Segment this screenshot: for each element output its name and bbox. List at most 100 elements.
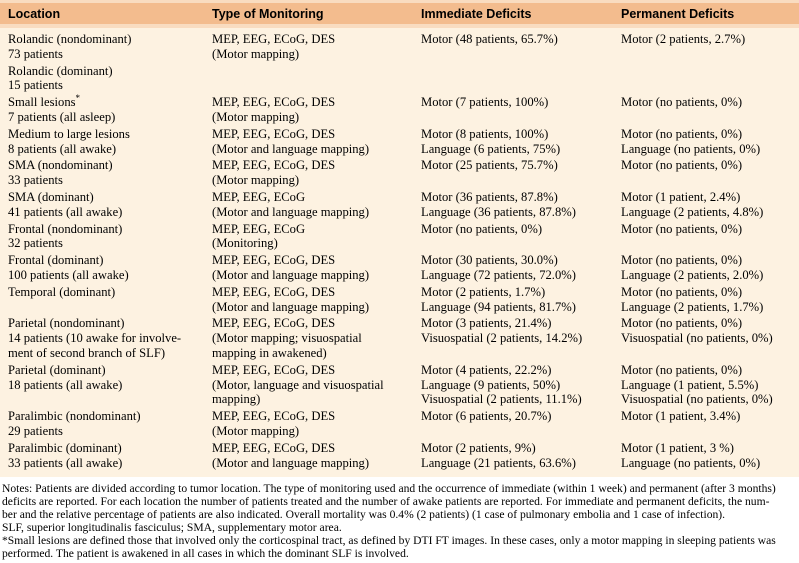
cell-location: Paralimbic (dominant) 33 patients (all aw…	[8, 441, 212, 471]
cell-line: (Motor and language mapping)	[212, 455, 370, 470]
cell-location: Frontal (nondominant) 32 patients	[8, 222, 212, 252]
column-header-immediate-deficits: Immediate Deficits	[421, 6, 532, 21]
cell-location: Rolandic (dominant) 15 patients	[8, 64, 212, 94]
cell-line: Motor (2 patients, 1.7%)	[421, 284, 546, 299]
cell-location: Frontal (dominant) 100 patients (all awak…	[8, 253, 212, 283]
cell-location: Temporal (dominant)	[8, 285, 212, 315]
cell-line: Language (21 patients, 63.6%)	[421, 455, 576, 470]
cell-line: Language (36 patients, 87.8%)	[421, 204, 576, 219]
cell-line: Motor (30 patients, 30.0%)	[421, 253, 558, 268]
cell-line: Language (2 patients, 4.8%)	[621, 204, 764, 219]
cell-line: MEP, EEG, ECoG, DES	[212, 362, 336, 377]
cell-immediate: Motor (30 patients, 30.0%) Language (72 p…	[421, 253, 621, 283]
cell-monitoring: MEP, EEG, ECoG, DES (Motor and language m…	[212, 285, 421, 315]
cell-line: Motor (1 patient, 3 %)	[621, 440, 734, 455]
cell-line: Language (2 patients, 1.7%)	[621, 299, 764, 314]
cell-line: Parietal (nondominant)	[8, 316, 125, 331]
cell-monitoring: MEP, EEG, ECoG, DES (Motor mapping)	[212, 158, 421, 188]
cell-line: (Motor mapping)	[212, 46, 300, 61]
cell-line: Motor (6 patients, 20.7%)	[421, 409, 552, 424]
cell-line: (Motor and language mapping)	[212, 204, 370, 219]
cell-location: Rolandic (nondominant) 73 patients	[8, 32, 212, 62]
cell-line: Visuospatial (2 patients, 11.1%)	[421, 392, 582, 407]
note-line: performed. The patient is awakened in al…	[2, 546, 409, 560]
cell-immediate: Motor (25 patients, 75.7%)	[421, 158, 621, 188]
cell-line: Motor (8 patients, 100%)	[421, 126, 549, 141]
cell-line: 29 patients	[8, 423, 63, 438]
cell-line: Language (9 patients, 50%)	[421, 377, 561, 392]
cell-immediate: Motor (8 patients, 100%) Language (6 pati…	[421, 127, 621, 157]
table-row: Paralimbic (nondominant) 29 patients MEP, …	[8, 409, 799, 439]
cell-line: Motor (48 patients, 65.7%)	[421, 32, 558, 46]
cell-line: SMA (nondominant)	[8, 158, 113, 173]
cell-immediate: Motor (6 patients, 20.7%)	[421, 409, 621, 439]
cell-line: 33 patients	[8, 173, 63, 188]
cell-monitoring: MEP, EEG, ECoG, DES (Motor and language m…	[212, 127, 421, 157]
cell-immediate: Motor (36 patients, 87.8%) Language (36 p…	[421, 190, 621, 220]
monitoring-table: Location Type of Monitoring Immediate De…	[0, 0, 799, 478]
cell-immediate	[421, 64, 621, 94]
note-line: *Small lesions are defined those that in…	[2, 533, 776, 547]
cell-line: SMA (dominant)	[8, 189, 94, 204]
cell-line: Paralimbic (dominant)	[8, 440, 122, 455]
cell-line: ment of second branch of SLF)	[8, 345, 166, 360]
cell-location: Small lesions* 7 patients (all asleep)	[8, 93, 212, 125]
table-row: Parietal (nondominant) 14 patients (10 aw…	[8, 316, 799, 360]
cell-line: Visuospatial (no patients, 0%)	[621, 331, 773, 346]
cell-line: 15 patients	[8, 78, 63, 93]
cell-line: Motor (no patients, 0%)	[621, 253, 743, 268]
cell-line: MEP, EEG, ECoG, DES	[212, 409, 336, 424]
cell-line: Paralimbic (nondominant)	[8, 409, 141, 424]
cell-monitoring	[212, 64, 421, 94]
cell-line: 100 patients (all awake)	[8, 267, 129, 282]
cell-line: (Motor mapping; visuospatial	[212, 331, 362, 346]
cell-permanent: Motor (no patients, 0%)	[621, 158, 799, 188]
cell-line: MEP, EEG, ECoG, DES	[212, 32, 336, 46]
cell-location: Paralimbic (nondominant) 29 patients	[8, 409, 212, 439]
table-body: Rolandic (nondominant) 73 patients MEP, EE…	[0, 28, 799, 478]
footnote-asterisk: *	[75, 93, 81, 103]
cell-permanent	[621, 64, 799, 94]
cell-line: Rolandic (dominant)	[8, 63, 113, 78]
cell-line: (Motor and language mapping)	[212, 141, 370, 156]
cell-line: 73 patients	[8, 46, 63, 61]
cell-monitoring: MEP, EEG, ECoG, DES (Motor and language m…	[212, 441, 421, 471]
column-header-location: Location	[8, 6, 61, 21]
cell-line: MEP, EEG, ECoG, DES	[212, 316, 336, 331]
cell-line: Visuospatial (2 patients, 14.2%)	[421, 331, 583, 346]
cell-line: MEP, EEG, ECoG, DES	[212, 158, 336, 173]
cell-line: Motor (2 patients, 9%)	[421, 440, 536, 455]
cell-line: mapping in awakened)	[212, 345, 327, 360]
cell-line: 7 patients (all asleep)	[8, 109, 116, 124]
cell-line: MEP, EEG, ECoG, DES	[212, 253, 336, 268]
cell-permanent: Motor (1 patient, 3 %) Language (no patie…	[621, 441, 799, 471]
cell-line: Motor (no patients, 0%)	[621, 126, 743, 141]
table-row: SMA (nondominant) 33 patients MEP, EEG, EC…	[8, 158, 799, 188]
cell-line: Motor (no patients, 0%)	[621, 158, 743, 173]
cell-immediate: Motor (3 patients, 21.4%) Visuospatial (2…	[421, 316, 621, 360]
table-row: Rolandic (nondominant) 73 patients MEP, EE…	[8, 32, 799, 62]
cell-line: Medium to large lesions	[8, 126, 130, 141]
cell-monitoring: MEP, EEG, ECoG, DES (Motor mapping)	[212, 32, 421, 62]
cell-line: 8 patients (all awake)	[8, 141, 117, 156]
cell-line: (Motor mapping)	[212, 173, 300, 188]
cell-line: MEP, EEG, ECoG	[212, 221, 306, 236]
cell-line: Parietal (dominant)	[8, 362, 106, 377]
cell-line: Rolandic (nondominant)	[8, 32, 132, 46]
note-line: ber and the relative percentage of patie…	[2, 508, 726, 522]
column-header-permanent-deficits: Permanent Deficits	[621, 6, 735, 21]
cell-line: (Motor and language mapping)	[212, 267, 370, 282]
cell-line: Language (no patients, 0%)	[621, 455, 761, 470]
cell-line: Language (1 patient, 5.5%)	[621, 377, 759, 392]
note-line: deficits are reported. For each location…	[2, 495, 770, 509]
table-header-row: Location Type of Monitoring Immediate De…	[0, 0, 799, 28]
cell-immediate: Motor (no patients, 0%)	[421, 222, 621, 252]
cell-location: Parietal (dominant) 18 patients (all awak…	[8, 363, 212, 407]
cell-location: Medium to large lesions 8 patients (all a…	[8, 127, 212, 157]
cell-location: SMA (dominant) 41 patients (all awake)	[8, 190, 212, 220]
cell-location: Parietal (nondominant) 14 patients (10 aw…	[8, 316, 212, 360]
cell-line: Motor (2 patients, 2.7%)	[621, 32, 746, 46]
cell-immediate: Motor (7 patients, 100%)	[421, 95, 621, 125]
cell-line: Language (2 patients, 2.0%)	[621, 267, 764, 282]
cell-monitoring: MEP, EEG, ECoG, DES (Motor mapping; visuo…	[212, 316, 421, 360]
